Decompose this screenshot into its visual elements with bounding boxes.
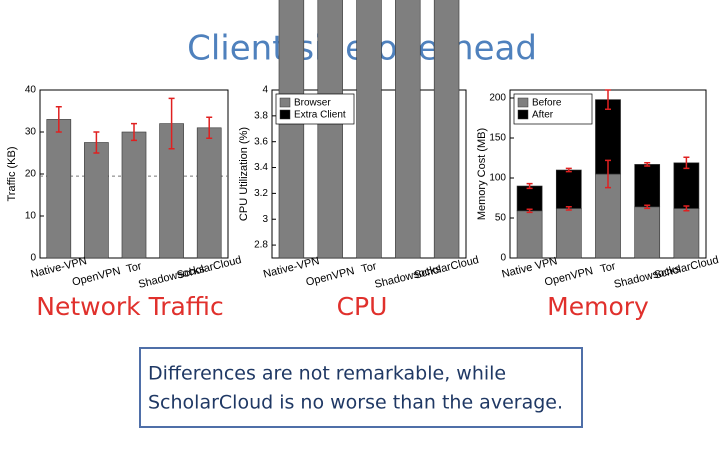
y-tick-label: 20: [25, 169, 37, 180]
bar: [634, 206, 661, 259]
note-line: ScholarCloud is no worse than the averag…: [148, 392, 563, 414]
y-tick-label: 3.4: [254, 162, 268, 173]
y-tick-label: 40: [25, 85, 37, 96]
x-tick-label: Tor: [125, 260, 143, 275]
bar: [433, 0, 460, 259]
bar: [46, 119, 72, 259]
legend-label: After: [532, 110, 554, 121]
y-axis-label: Traffic (KB): [6, 146, 18, 201]
bar: [555, 208, 582, 259]
caption: Network Traffic: [36, 292, 223, 321]
error-bar: [644, 162, 651, 167]
legend-label: Browser: [294, 98, 331, 109]
y-tick-label: 200: [489, 93, 506, 104]
bar: [196, 127, 222, 259]
legend-swatch: [279, 97, 291, 108]
error-bar: [55, 106, 62, 133]
bar: [516, 210, 543, 259]
y-axis-label: CPU Utilization (%): [238, 127, 250, 221]
bar: [356, 0, 382, 259]
y-tick-label: 150: [489, 133, 506, 144]
y-tick-label: 4: [262, 85, 268, 96]
error-bar: [565, 167, 572, 173]
bar: [278, 0, 305, 259]
y-tick-label: 100: [489, 173, 506, 184]
y-axis-label: Memory Cost (MB): [476, 128, 488, 220]
y-tick-label: 3.6: [254, 136, 268, 147]
error-bar: [206, 116, 213, 140]
bar: [395, 0, 421, 259]
legend-label: Extra Client: [294, 110, 346, 121]
bar: [673, 208, 700, 259]
bar: [634, 164, 661, 208]
caption: CPU: [337, 292, 388, 321]
legend-swatch: [517, 109, 529, 120]
y-tick-label: 30: [25, 127, 37, 138]
y-tick-label: 3: [262, 214, 268, 225]
error-bar: [93, 131, 100, 154]
y-tick-label: 3.8: [254, 110, 268, 121]
y-tick-label: 0: [500, 253, 506, 264]
bar: [84, 142, 109, 259]
bar: [121, 131, 147, 259]
y-tick-label: 50: [495, 213, 507, 224]
y-tick-label: 10: [25, 211, 37, 222]
error-bar: [526, 182, 533, 190]
y-tick-label: 0: [30, 253, 36, 264]
bar: [317, 0, 343, 259]
legend-swatch: [279, 109, 291, 120]
x-tick-label: Tor: [599, 260, 617, 275]
error-bar: [683, 205, 690, 212]
error-bar: [565, 206, 572, 211]
note-box: [139, 347, 583, 428]
x-tick-label: Tor: [360, 260, 378, 275]
bar: [673, 162, 700, 209]
legend-label: Before: [532, 98, 562, 109]
y-tick-label: 3.2: [254, 188, 268, 199]
bar: [555, 169, 582, 209]
error-bar: [168, 97, 175, 150]
error-bar: [605, 89, 611, 110]
error-bar: [605, 159, 611, 189]
bar: [516, 185, 543, 212]
note-line: Differences are not remarkable, while: [148, 363, 506, 385]
error-bar: [131, 122, 137, 142]
error-bar: [526, 208, 533, 214]
legend-swatch: [517, 97, 529, 108]
error-bar: [644, 204, 651, 210]
caption: Memory: [547, 292, 649, 321]
y-tick-label: 2.8: [254, 240, 268, 251]
error-bar: [683, 156, 690, 170]
